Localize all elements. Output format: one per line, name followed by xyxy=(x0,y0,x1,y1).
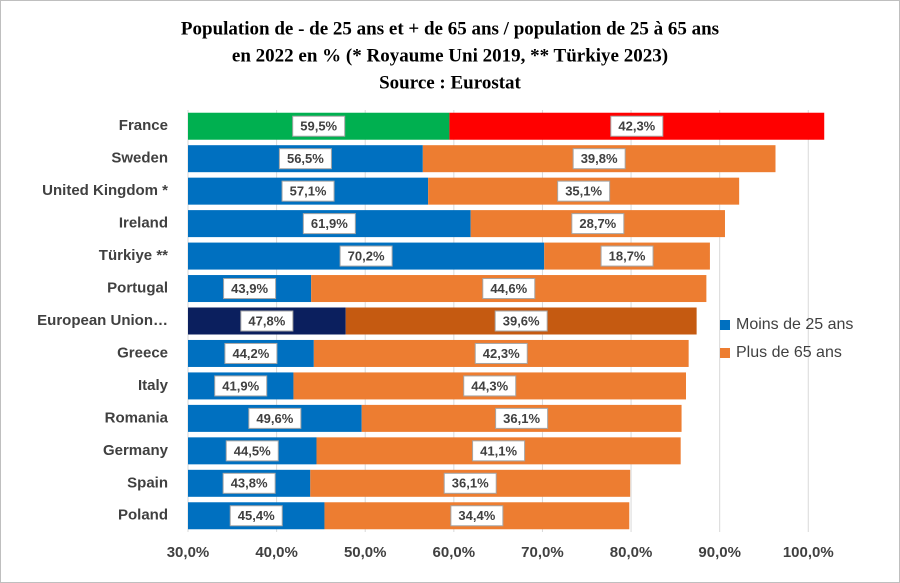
y-tick-label: United Kingdom * xyxy=(42,182,168,199)
y-tick-label: European Union… xyxy=(37,312,168,329)
x-tick-label: 40,0% xyxy=(255,544,298,561)
chart-title: Population de - de 25 ans et + de 65 ans… xyxy=(181,18,719,39)
value-label-box xyxy=(225,440,279,462)
value-label-box xyxy=(339,245,393,267)
value-label-box xyxy=(572,148,626,170)
value-label-box xyxy=(229,505,283,527)
value-label-box xyxy=(302,213,356,235)
x-tick-label: 80,0% xyxy=(610,544,653,561)
value-label-box xyxy=(222,472,276,494)
value-label-box xyxy=(474,342,528,364)
value-label-box xyxy=(482,278,536,300)
value-label-box xyxy=(240,310,294,332)
x-tick-label: 90,0% xyxy=(698,544,741,561)
value-label: 49,6% xyxy=(256,411,293,426)
value-label-box xyxy=(278,148,332,170)
legend-label: Moins de 25 ans xyxy=(736,316,853,333)
value-label-box xyxy=(292,115,346,137)
y-tick-label: Germany xyxy=(103,442,169,459)
value-label-box xyxy=(248,407,302,429)
y-tick-label: France xyxy=(119,117,168,134)
value-label: 39,6% xyxy=(503,313,540,328)
legend-swatch xyxy=(720,348,730,358)
x-tick-label: 100,0% xyxy=(783,544,834,561)
y-tick-label: Türkiye ** xyxy=(99,247,168,264)
value-label: 42,3% xyxy=(618,119,655,134)
value-label: 41,1% xyxy=(480,443,517,458)
value-label: 70,2% xyxy=(348,249,385,264)
value-label: 34,4% xyxy=(458,508,495,523)
value-label-box xyxy=(610,115,664,137)
y-tick-label: Greece xyxy=(117,344,168,361)
y-tick-label: Spain xyxy=(127,474,168,491)
value-label: 39,8% xyxy=(581,151,618,166)
value-label: 47,8% xyxy=(248,313,285,328)
value-label: 18,7% xyxy=(609,249,646,264)
value-label: 44,3% xyxy=(471,378,508,393)
value-label: 44,2% xyxy=(232,346,269,361)
legend-label: Plus de 65 ans xyxy=(736,344,842,361)
value-label: 36,1% xyxy=(503,411,540,426)
value-label-box xyxy=(223,278,277,300)
value-label: 41,9% xyxy=(222,378,259,393)
value-label: 57,1% xyxy=(290,184,327,199)
value-label: 43,8% xyxy=(231,476,268,491)
y-tick-label: Sweden xyxy=(111,150,168,167)
value-label: 45,4% xyxy=(238,508,275,523)
value-label: 56,5% xyxy=(287,151,324,166)
value-label: 44,6% xyxy=(490,281,527,296)
value-label: 43,9% xyxy=(231,281,268,296)
value-label: 42,3% xyxy=(483,346,520,361)
value-label-box xyxy=(472,440,526,462)
chart-title: en 2022 en % (* Royaume Uni 2019, ** Tür… xyxy=(232,45,668,66)
value-label: 44,5% xyxy=(234,443,271,458)
y-tick-label: Ireland xyxy=(119,215,168,232)
value-label-box xyxy=(495,407,549,429)
value-label-box xyxy=(224,342,278,364)
legend-swatch xyxy=(720,320,730,330)
value-label: 28,7% xyxy=(579,216,616,231)
x-tick-label: 50,0% xyxy=(344,544,387,561)
chart-title: Source : Eurostat xyxy=(379,72,521,93)
value-label-box xyxy=(463,375,517,397)
y-tick-label: Italy xyxy=(138,377,169,394)
y-tick-label: Romania xyxy=(105,409,169,426)
value-label-box xyxy=(443,472,497,494)
value-label-box xyxy=(600,245,654,267)
value-label-box xyxy=(494,310,548,332)
y-tick-label: Poland xyxy=(118,507,168,524)
value-label-box xyxy=(557,180,611,202)
value-label: 59,5% xyxy=(300,119,337,134)
value-label-box xyxy=(571,213,625,235)
value-label-box xyxy=(214,375,268,397)
y-tick-label: Portugal xyxy=(107,280,168,297)
x-tick-label: 70,0% xyxy=(521,544,564,561)
value-label-box xyxy=(450,505,504,527)
x-tick-label: 30,0% xyxy=(167,544,210,561)
value-label: 35,1% xyxy=(565,184,602,199)
value-label-box xyxy=(281,180,335,202)
value-label: 61,9% xyxy=(311,216,348,231)
x-tick-label: 60,0% xyxy=(433,544,476,561)
value-label: 36,1% xyxy=(452,476,489,491)
